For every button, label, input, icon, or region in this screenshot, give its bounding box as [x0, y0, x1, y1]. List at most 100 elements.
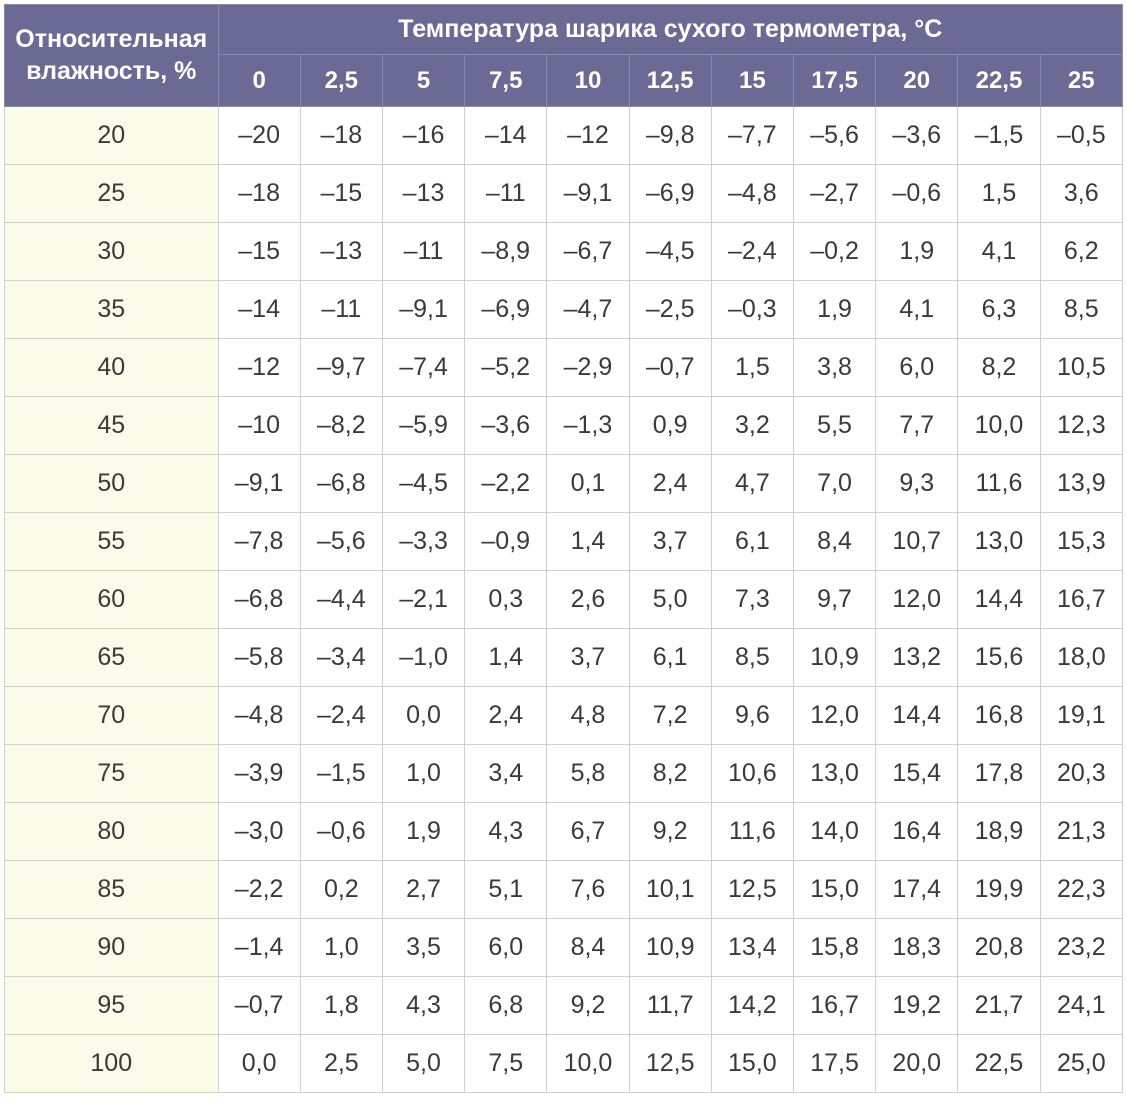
- table-cell: –12: [547, 107, 629, 165]
- row-header: 30: [5, 223, 219, 281]
- table-cell: –10: [218, 397, 300, 455]
- table-cell: 9,3: [876, 455, 958, 513]
- table-row: 25–18–15–13–11–9,1–6,9–4,8–2,7–0,61,53,6: [5, 165, 1123, 223]
- column-header: 20: [876, 55, 958, 107]
- column-header: 22,5: [958, 55, 1040, 107]
- table-cell: –0,7: [629, 339, 711, 397]
- table-cell: 4,3: [382, 977, 464, 1035]
- table-cell: 17,8: [958, 745, 1040, 803]
- table-cell: –8,9: [465, 223, 547, 281]
- table-cell: –1,5: [300, 745, 382, 803]
- table-cell: 12,0: [876, 571, 958, 629]
- table-cell: 6,7: [547, 803, 629, 861]
- table-row: 85–2,20,22,75,17,610,112,515,017,419,922…: [5, 861, 1123, 919]
- table-cell: 2,6: [547, 571, 629, 629]
- column-header: 5: [382, 55, 464, 107]
- table-cell: 18,0: [1040, 629, 1122, 687]
- table-cell: 6,1: [629, 629, 711, 687]
- column-header: 0: [218, 55, 300, 107]
- table-cell: 3,6: [1040, 165, 1122, 223]
- table-cell: –20: [218, 107, 300, 165]
- row-header: 55: [5, 513, 219, 571]
- table-cell: 16,7: [793, 977, 875, 1035]
- table-cell: 1,5: [958, 165, 1040, 223]
- table-cell: –18: [300, 107, 382, 165]
- table-cell: 4,7: [711, 455, 793, 513]
- table-cell: 15,6: [958, 629, 1040, 687]
- table-cell: 2,5: [300, 1035, 382, 1093]
- table-cell: 4,3: [465, 803, 547, 861]
- table-cell: –2,7: [793, 165, 875, 223]
- table-cell: 6,2: [1040, 223, 1122, 281]
- table-cell: 5,8: [547, 745, 629, 803]
- table-cell: 9,2: [629, 803, 711, 861]
- table-cell: 10,5: [1040, 339, 1122, 397]
- table-row: 60–6,8–4,4–2,10,32,65,07,39,712,014,416,…: [5, 571, 1123, 629]
- table-cell: 1,9: [382, 803, 464, 861]
- table-cell: –0,2: [793, 223, 875, 281]
- table-cell: –6,9: [465, 281, 547, 339]
- table-cell: –3,3: [382, 513, 464, 571]
- table-cell: 6,8: [465, 977, 547, 1035]
- table-cell: 6,1: [711, 513, 793, 571]
- table-cell: –11: [300, 281, 382, 339]
- table-cell: 9,7: [793, 571, 875, 629]
- table-cell: 9,6: [711, 687, 793, 745]
- table-row: 1000,02,55,07,510,012,515,017,520,022,52…: [5, 1035, 1123, 1093]
- row-header: 85: [5, 861, 219, 919]
- table-cell: 13,0: [793, 745, 875, 803]
- column-header: 17,5: [793, 55, 875, 107]
- table-cell: 17,4: [876, 861, 958, 919]
- table-cell: –4,4: [300, 571, 382, 629]
- table-cell: 12,5: [711, 861, 793, 919]
- table-cell: 13,0: [958, 513, 1040, 571]
- table-cell: –7,7: [711, 107, 793, 165]
- table-row: 30–15–13–11–8,9–6,7–4,5–2,4–0,21,94,16,2: [5, 223, 1123, 281]
- table-cell: 6,3: [958, 281, 1040, 339]
- table-cell: 5,5: [793, 397, 875, 455]
- table-cell: –5,2: [465, 339, 547, 397]
- table-cell: –3,6: [465, 397, 547, 455]
- table-cell: 25,0: [1040, 1035, 1122, 1093]
- table-row: 40–12–9,7–7,4–5,2–2,9–0,71,53,86,08,210,…: [5, 339, 1123, 397]
- table-cell: 8,5: [1040, 281, 1122, 339]
- table-row: 35–14–11–9,1–6,9–4,7–2,5–0,31,94,16,38,5: [5, 281, 1123, 339]
- table-cell: 0,9: [629, 397, 711, 455]
- row-header: 90: [5, 919, 219, 977]
- table-cell: –13: [300, 223, 382, 281]
- table-cell: 15,0: [711, 1035, 793, 1093]
- table-cell: –5,6: [793, 107, 875, 165]
- row-header: 100: [5, 1035, 219, 1093]
- table-cell: –7,8: [218, 513, 300, 571]
- table-cell: –9,7: [300, 339, 382, 397]
- table-cell: 13,4: [711, 919, 793, 977]
- table-cell: 16,7: [1040, 571, 1122, 629]
- table-cell: –9,1: [218, 455, 300, 513]
- table-cell: 15,8: [793, 919, 875, 977]
- row-header: 80: [5, 803, 219, 861]
- table-cell: 4,1: [876, 281, 958, 339]
- table-row: 70–4,8–2,40,02,44,87,29,612,014,416,819,…: [5, 687, 1123, 745]
- row-header-title: Относительная влажность, %: [5, 5, 219, 107]
- table-row: 50–9,1–6,8–4,5–2,20,12,44,77,09,311,613,…: [5, 455, 1123, 513]
- table-cell: 15,0: [793, 861, 875, 919]
- table-cell: 4,8: [547, 687, 629, 745]
- row-header: 70: [5, 687, 219, 745]
- table-cell: 7,3: [711, 571, 793, 629]
- row-header: 65: [5, 629, 219, 687]
- table-cell: 3,4: [465, 745, 547, 803]
- table-cell: –9,8: [629, 107, 711, 165]
- table-cell: 23,2: [1040, 919, 1122, 977]
- table-cell: 14,4: [958, 571, 1040, 629]
- table-cell: 5,1: [465, 861, 547, 919]
- table-cell: 10,9: [629, 919, 711, 977]
- table-cell: 4,1: [958, 223, 1040, 281]
- table-cell: 11,6: [958, 455, 1040, 513]
- table-cell: –5,9: [382, 397, 464, 455]
- table-cell: 12,0: [793, 687, 875, 745]
- dewpoint-table: Относительная влажность, % Температура ш…: [4, 4, 1123, 1093]
- table-cell: –2,9: [547, 339, 629, 397]
- table-cell: 0,0: [382, 687, 464, 745]
- table-cell: 19,9: [958, 861, 1040, 919]
- table-cell: –2,5: [629, 281, 711, 339]
